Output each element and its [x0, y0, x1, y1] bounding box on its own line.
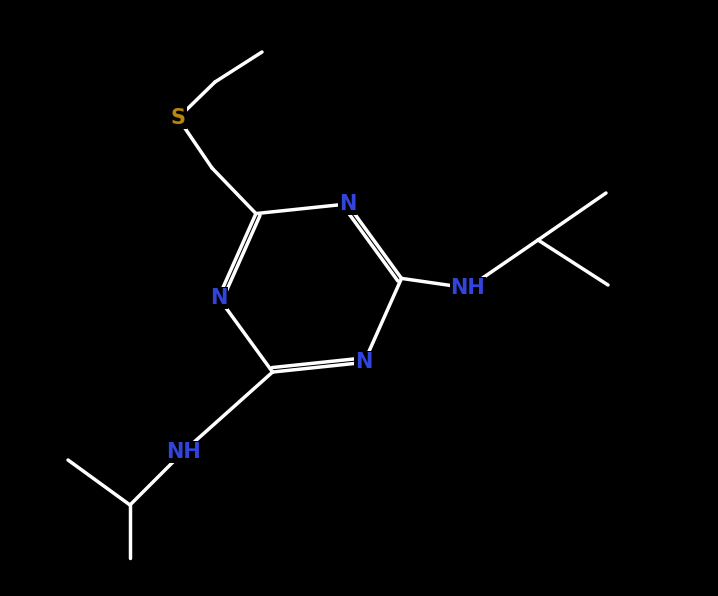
Text: N: N [339, 194, 356, 214]
Text: N: N [355, 352, 373, 372]
Text: S: S [170, 108, 185, 128]
Text: NH: NH [451, 278, 485, 298]
Text: N: N [210, 288, 227, 308]
Text: NH: NH [166, 442, 200, 462]
